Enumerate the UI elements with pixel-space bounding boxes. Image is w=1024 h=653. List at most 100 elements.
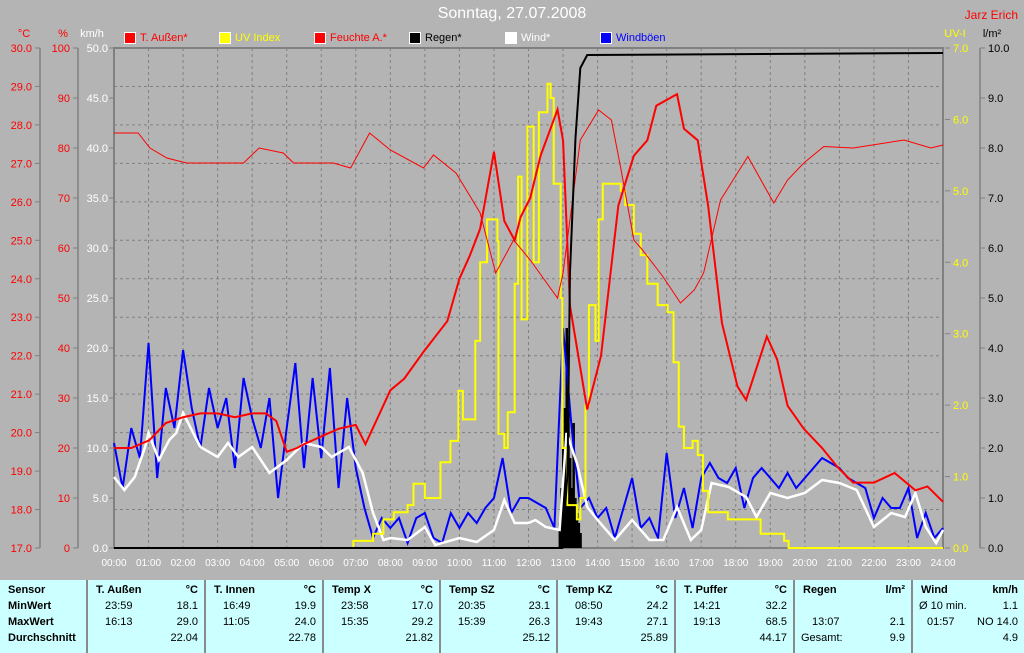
stats-column: Regen l/m² 13:07 2.1 Gesamt: 9.9	[795, 580, 913, 653]
rain-rate-bar	[574, 498, 577, 548]
legend-item: Feuchte A.*	[314, 32, 387, 44]
rain-rate-bar	[558, 523, 562, 548]
rain-rate-bar	[570, 488, 574, 548]
stats-cell: 19:43	[575, 616, 603, 628]
y-tick-label-rain: 3.0	[988, 393, 1003, 405]
stats-cell: 15:35	[341, 616, 369, 628]
stats-cell: 15:39	[458, 616, 486, 628]
x-tick-label: 01:00	[136, 558, 161, 569]
stats-cell: km/h	[992, 584, 1018, 596]
y-tick-label-humidity: 20	[58, 443, 70, 455]
axis-unit-humidity: %	[58, 28, 68, 40]
stats-cell: 9.9	[889, 632, 905, 644]
stats-cell: 19:13	[693, 616, 721, 628]
x-tick-label: 17:00	[689, 558, 714, 569]
x-tick-label: 23:00	[896, 558, 921, 569]
y-tick-label-wind: 0.0	[93, 543, 108, 555]
x-tick-label: 00:00	[101, 558, 126, 569]
y-tick-label-wind: 45.0	[87, 93, 108, 105]
series-regen	[114, 52, 944, 549]
y-tick-label-temp: 26.0	[11, 197, 32, 209]
y-tick-label-temp: 19.0	[11, 466, 32, 478]
legend-item: Wind*	[505, 32, 550, 44]
legend-swatch	[600, 32, 612, 44]
rain-rate-bar	[577, 523, 581, 548]
y-tick-label-uv: 0.0	[953, 543, 968, 555]
stats-cell: MinWert	[8, 600, 52, 612]
stats-cell: 27.1	[646, 616, 668, 628]
y-tick-label-wind: 20.0	[87, 343, 108, 355]
stats-cell: °C	[655, 584, 668, 596]
stats-cell: 26.3	[528, 616, 550, 628]
y-tick-label-uv: 3.0	[953, 329, 968, 341]
y-tick-label-wind: 25.0	[87, 293, 108, 305]
y-tick-label-temp: 24.0	[11, 274, 32, 286]
legend-item: T. Außen*	[124, 32, 188, 44]
y-tick-label-rain: 9.0	[988, 93, 1003, 105]
y-tick-label-rain: 8.0	[988, 143, 1003, 155]
x-tick-label: 03:00	[205, 558, 230, 569]
legend-swatch	[219, 32, 231, 44]
y-tick-label-wind: 15.0	[87, 393, 108, 405]
x-tick-label: 04:00	[240, 558, 265, 569]
x-tick-label: 05:00	[274, 558, 299, 569]
y-tick-label-temp: 29.0	[11, 81, 32, 93]
y-tick-label-uv: 4.0	[953, 257, 968, 269]
y-tick-label-uv: 5.0	[953, 186, 968, 198]
y-tick-label-humidity: 10	[58, 493, 70, 505]
x-tick-label: 10:00	[447, 558, 472, 569]
stats-column: T. Innen °C 16:49 19.9 11:05 24.0 22.78	[206, 580, 324, 653]
x-tick-label: 16:00	[654, 558, 679, 569]
y-tick-label-humidity: 50	[58, 293, 70, 305]
stats-cell: 11:05	[223, 616, 250, 628]
stats-cell: 29.2	[411, 616, 433, 628]
stats-cell: T. Innen	[214, 584, 255, 596]
y-tick-label-humidity: 80	[58, 143, 70, 155]
y-tick-label-humidity: 30	[58, 393, 70, 405]
legend-label: UV Index	[235, 32, 281, 44]
stats-cell: 17.0	[411, 600, 433, 612]
y-tick-label-temp: 27.0	[11, 158, 32, 170]
stats-cell: T. Außen	[96, 584, 142, 596]
statistics-table: Sensor MinWert MaxWert Durchschnitt T. Außen…	[0, 580, 1024, 653]
stats-cell: 23.1	[528, 600, 550, 612]
stats-cell: °C	[774, 584, 787, 596]
x-tick-label: 24:00	[930, 558, 955, 569]
stats-cell: 21.82	[405, 632, 433, 644]
rain-rate-bar	[575, 513, 579, 548]
rain-rate-bar	[568, 458, 572, 548]
stats-cell: Temp KZ	[566, 584, 613, 596]
axis-unit-rain: l/m²	[983, 28, 1002, 40]
stats-cell: Temp SZ	[449, 584, 495, 596]
y-tick-label-uv: 2.0	[953, 400, 968, 412]
y-tick-label-temp: 25.0	[11, 235, 32, 247]
stats-cell: 18.1	[176, 600, 198, 612]
stats-cell: 08:50	[575, 600, 603, 612]
x-tick-label: 09:00	[412, 558, 437, 569]
y-tick-label-temp: 17.0	[11, 543, 32, 555]
y-tick-label-temp: 22.0	[11, 351, 32, 363]
stats-cell: °C	[420, 584, 433, 596]
x-tick-label: 08:00	[378, 558, 403, 569]
y-tick-label-humidity: 0	[64, 543, 70, 555]
y-tick-label-wind: 30.0	[87, 243, 108, 255]
series-windböen	[113, 327, 944, 547]
x-tick-label: 07:00	[343, 558, 368, 569]
y-tick-label-humidity: 40	[58, 343, 70, 355]
legend-label: Wind*	[521, 32, 551, 44]
legend-label: Regen*	[425, 32, 462, 44]
legend-swatch	[314, 32, 326, 44]
rain-rate-bar	[579, 533, 582, 548]
x-tick-label: 22:00	[861, 558, 886, 569]
y-tick-label-wind: 40.0	[87, 143, 108, 155]
stats-cell: °C	[303, 584, 316, 596]
stats-cell: Durchschnitt	[8, 632, 76, 644]
author-label: Jarz Erich	[964, 8, 1018, 22]
stats-cell: Gesamt:	[801, 632, 843, 644]
legend-label: Feuchte A.*	[330, 32, 387, 44]
rain-rate-bar	[562, 448, 565, 548]
stats-cell: 2.1	[889, 616, 905, 628]
legend-item: Windböen	[600, 32, 666, 44]
y-tick-label-humidity: 90	[58, 93, 70, 105]
x-tick-label: 12:00	[516, 558, 541, 569]
